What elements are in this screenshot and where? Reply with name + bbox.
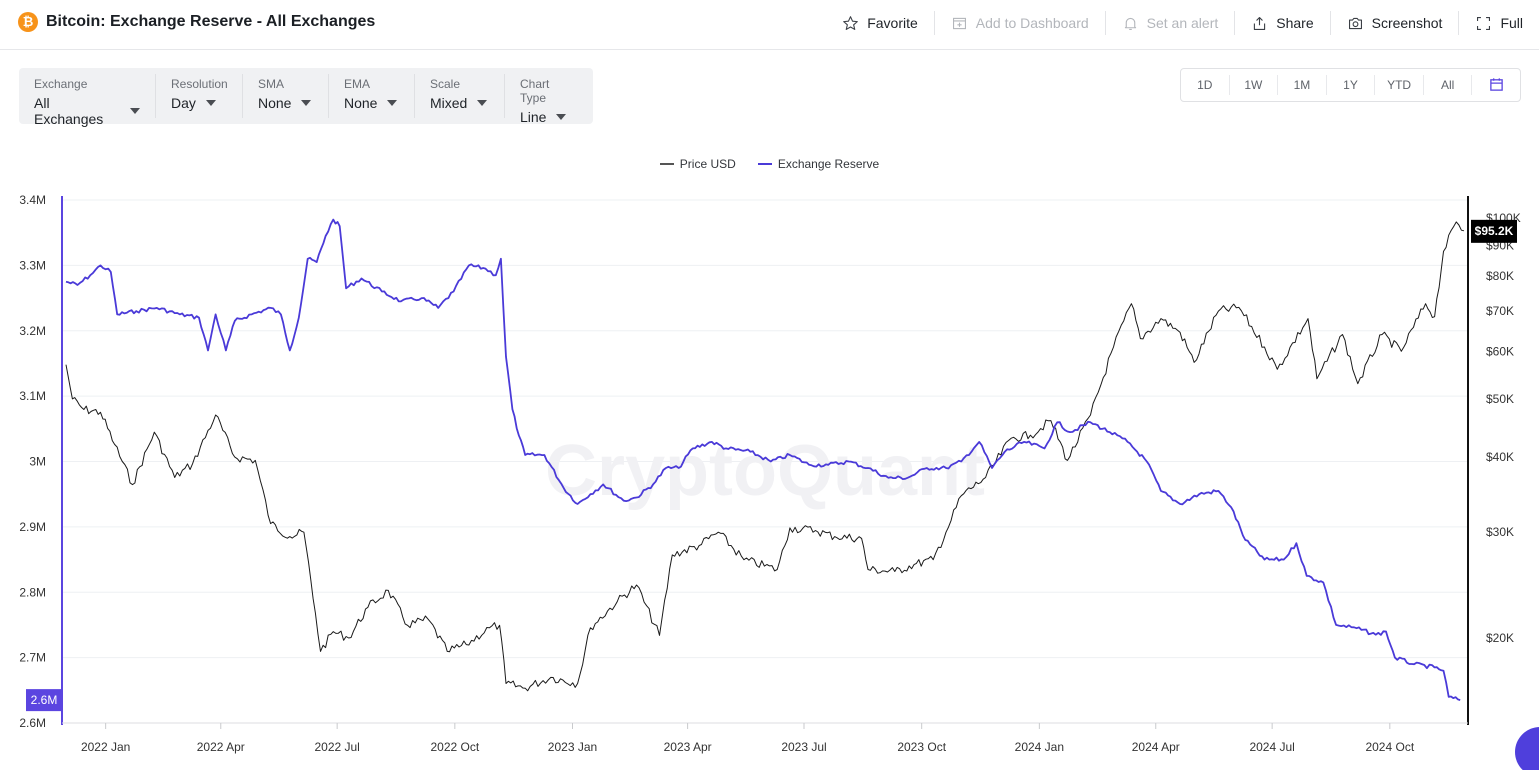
x-axis-tick-label: 2024 Jan: [1015, 740, 1064, 754]
range-all-button[interactable]: All: [1424, 75, 1473, 95]
page-title: Bitcoin: Exchange Reserve - All Exchange…: [46, 13, 376, 30]
bitcoin-icon: ₿: [18, 12, 38, 32]
legend-item-price[interactable]: Price USD: [659, 157, 736, 171]
caret-down-icon: [387, 100, 398, 106]
camera-icon: [1348, 17, 1362, 29]
chart-type-select-label: Chart Type: [520, 77, 550, 105]
exchange-reserve-chart[interactable]: 3.4M3.3M3.2M3.1M3M2.9M2.8M2.7M2.6MCrypto…: [0, 185, 1539, 770]
right-axis-tick-label: $60K: [1486, 344, 1514, 358]
x-axis-tick-label: 2022 Apr: [197, 740, 245, 754]
caret-down-icon: [556, 114, 567, 120]
add-to-dashboard-button[interactable]: Add to Dashboard: [933, 11, 1105, 35]
chart-type-select[interactable]: Chart Type Line: [504, 74, 593, 125]
x-axis-tick-label: 2024 Apr: [1132, 740, 1180, 754]
right-axis-tick-label: $80K: [1486, 269, 1514, 283]
caret-down-icon: [205, 100, 216, 106]
exchange-select[interactable]: Exchange All Exchanges: [19, 74, 155, 127]
current-reserve-badge: [26, 689, 62, 712]
current-price-badge: [1471, 219, 1517, 243]
left-axis-tick-label: 2.6M: [19, 716, 46, 730]
star-icon: [843, 15, 859, 30]
dashboard-add-icon: [952, 17, 966, 29]
ema-select-label: EMA: [344, 77, 371, 91]
favorite-label: Favorite: [867, 15, 918, 31]
chart-legend: Price USD Exchange Reserve: [0, 157, 1539, 171]
x-axis-tick-label: 2023 Jan: [548, 740, 597, 754]
range-1d-button[interactable]: 1D: [1181, 75, 1230, 95]
left-axis-tick-label: 2.7M: [19, 651, 46, 665]
range-ytd-button[interactable]: YTD: [1375, 75, 1424, 95]
sma-select-value: None: [258, 95, 292, 111]
share-icon: [1254, 16, 1266, 30]
exchange-select-value: All Exchanges: [34, 95, 104, 127]
caret-down-icon: [477, 100, 488, 106]
right-axis-tick-label: $30K: [1486, 525, 1514, 539]
ema-select-value: None: [344, 95, 378, 111]
chart-controls: Exchange All Exchanges Resolution Day SM…: [19, 68, 593, 127]
sma-select-label: SMA: [258, 77, 285, 91]
legend-label-price: Price USD: [679, 157, 736, 171]
scale-select-value: Mixed: [430, 95, 468, 111]
set-alert-label: Set an alert: [1146, 15, 1219, 31]
left-axis-tick-label: 2.9M: [19, 520, 46, 534]
exchange-reserve-line[interactable]: [65, 218, 1461, 701]
fullscreen-icon: [1477, 16, 1491, 30]
x-axis-tick-label: 2022 Jan: [81, 740, 130, 754]
fullscreen-button[interactable]: Full: [1458, 11, 1539, 35]
scale-select[interactable]: Scale Mixed: [414, 74, 504, 118]
resolution-select-label: Resolution: [171, 77, 228, 91]
x-axis-tick-label: 2024 Jul: [1249, 740, 1294, 754]
chart-type-select-value: Line: [520, 109, 547, 125]
x-axis-tick-label: 2022 Jul: [314, 740, 359, 754]
sma-select[interactable]: SMA None: [242, 74, 328, 118]
x-axis-tick-label: 2023 Oct: [897, 740, 946, 754]
resolution-select[interactable]: Resolution Day: [155, 74, 242, 118]
legend-line-reserve: [757, 163, 772, 165]
favorite-button[interactable]: Favorite: [826, 11, 934, 35]
calendar-button[interactable]: [1472, 75, 1520, 95]
caret-down-icon: [130, 108, 140, 114]
x-axis-tick-label: 2023 Apr: [664, 740, 712, 754]
share-label: Share: [1276, 15, 1314, 31]
right-axis-tick-label: $40K: [1486, 450, 1514, 464]
fullscreen-label: Full: [1500, 15, 1523, 31]
set-alert-button[interactable]: Set an alert: [1104, 11, 1235, 35]
x-axis-tick-label: 2022 Oct: [430, 740, 479, 754]
right-axis-tick-label: $20K: [1486, 631, 1514, 645]
screenshot-button[interactable]: Screenshot: [1329, 11, 1459, 35]
ema-select[interactable]: EMA None: [328, 74, 414, 118]
left-axis-tick-label: 3.3M: [19, 258, 46, 272]
range-1w-button[interactable]: 1W: [1230, 75, 1279, 95]
bell-icon: [1124, 17, 1136, 30]
resolution-select-value: Day: [171, 95, 196, 111]
current-reserve-label: 2.6M: [31, 693, 58, 707]
right-axis-tick-label: $50K: [1486, 392, 1514, 406]
screenshot-label: Screenshot: [1371, 15, 1443, 31]
calendar-icon: [1489, 78, 1503, 91]
left-axis-tick-label: 3M: [29, 455, 46, 469]
right-axis-tick-label: $70K: [1486, 304, 1514, 318]
top-bar: ₿ Bitcoin: Exchange Reserve - All Exchan…: [0, 0, 1539, 50]
left-axis-tick-label: 3.4M: [19, 193, 46, 207]
x-axis-tick-label: 2024 Oct: [1365, 740, 1414, 754]
title-area: ₿ Bitcoin: Exchange Reserve - All Exchan…: [18, 12, 375, 32]
legend-label-reserve: Exchange Reserve: [777, 157, 880, 171]
left-axis-tick-label: 3.2M: [19, 324, 46, 338]
legend-item-reserve[interactable]: Exchange Reserve: [757, 157, 880, 171]
price-usd-line[interactable]: [65, 221, 1465, 692]
exchange-select-label: Exchange: [34, 77, 88, 91]
add-to-dashboard-label: Add to Dashboard: [975, 15, 1089, 31]
time-range-selector: 1D 1W 1M 1Y YTD All: [1180, 68, 1521, 102]
left-axis-tick-label: 3.1M: [19, 389, 46, 403]
header-actions: Favorite Add to Dashboard Set an alert S…: [826, 0, 1539, 46]
legend-line-price: [659, 163, 674, 165]
current-price-label: $95.2K: [1475, 224, 1514, 238]
range-1y-button[interactable]: 1Y: [1327, 75, 1376, 95]
share-button[interactable]: Share: [1234, 11, 1329, 35]
caret-down-icon: [301, 100, 312, 106]
range-1m-button[interactable]: 1M: [1278, 75, 1327, 95]
x-axis-tick-label: 2023 Jul: [781, 740, 826, 754]
left-axis-tick-label: 2.8M: [19, 585, 46, 599]
scale-select-label: Scale: [430, 77, 461, 91]
